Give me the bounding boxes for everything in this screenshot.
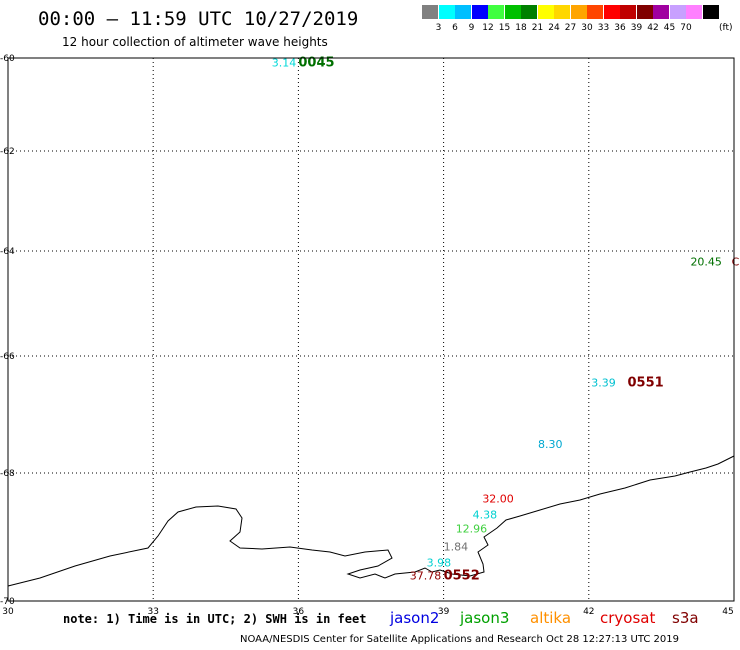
coastline xyxy=(7,455,735,587)
legend-swatch xyxy=(653,5,669,19)
legend-swatch xyxy=(669,5,686,19)
legend-swatch xyxy=(537,5,554,19)
satellite-altika: altika xyxy=(530,609,572,627)
legend-label: 36 xyxy=(614,23,626,33)
legend-label: 33 xyxy=(597,23,610,33)
wave-height-label: 3.14 xyxy=(272,57,297,70)
map-title: 00:00 – 11:59 UTC 10/27/2019 xyxy=(38,8,359,30)
legend-label: 3 xyxy=(435,23,442,33)
legend-swatch xyxy=(702,5,719,19)
wave-height-label: 4.38 xyxy=(473,509,498,522)
legend-label: 6 xyxy=(452,23,458,33)
satellite-jason3: jason3 xyxy=(460,609,510,627)
latitude-tick-label: -66 xyxy=(0,352,15,362)
legend-swatch xyxy=(488,5,504,19)
map-subtitle: 12 hour collection of altimeter wave hei… xyxy=(62,35,328,49)
longitude-tick-label: 30 xyxy=(2,607,14,617)
latitude-tick-label: -62 xyxy=(0,147,15,157)
legend-label: 42 xyxy=(647,23,659,33)
latitude-tick-label: -70 xyxy=(0,597,15,607)
observation-time-label: 0552 xyxy=(444,568,480,583)
wave-height-label: 37.78 xyxy=(410,569,442,582)
wave-height-label: 3.98 xyxy=(427,557,452,570)
legend-unit: (ft) xyxy=(719,23,733,33)
footnote: note: 1) Time is in UTC; 2) SWH is in fe… xyxy=(63,612,367,626)
wave-height-label: 8.30 xyxy=(538,438,563,451)
legend-swatch xyxy=(620,5,636,19)
legend-swatch xyxy=(455,5,471,19)
longitude-tick-label: 33 xyxy=(147,607,158,617)
longitude-tick-label: 39 xyxy=(438,607,450,617)
longitude-tick-label: 45 xyxy=(722,607,733,617)
latitude-tick-label: -60 xyxy=(0,54,15,64)
legend-swatch xyxy=(438,5,455,19)
wave-height-label: 3.39 xyxy=(591,376,616,389)
satellite-s3a: s3a xyxy=(672,609,699,627)
latitude-tick-label: -68 xyxy=(0,469,15,479)
longitude-tick-label: 42 xyxy=(583,607,594,617)
legend-swatch xyxy=(422,5,438,19)
legend-swatch xyxy=(587,5,603,19)
legend-label: 21 xyxy=(531,23,544,33)
longitude-tick-label: 36 xyxy=(293,607,305,617)
observation-time-label: 0551 xyxy=(628,375,664,390)
legend-swatch xyxy=(504,5,521,19)
legend-swatch xyxy=(636,5,653,19)
satellite-jason2: jason2 xyxy=(390,609,440,627)
observation-time-label: 0045 xyxy=(298,56,334,71)
legend-label: 45 xyxy=(663,23,676,33)
legend-swatch xyxy=(521,5,537,19)
legend-swatch xyxy=(570,5,587,19)
legend-swatch xyxy=(603,5,620,19)
legend-swatch xyxy=(471,5,488,19)
graticule: 30 33 36 39 42 45 -60 -62 -64 -66 -68 -70 xyxy=(0,54,734,617)
legend-label: 30 xyxy=(581,23,593,33)
legend-label: 39 xyxy=(630,23,643,33)
legend-label: 27 xyxy=(564,23,577,33)
wave-height-label: 32.00 xyxy=(482,493,514,506)
legend-label: 24 xyxy=(548,23,560,33)
legend-swatch xyxy=(554,5,570,19)
wave-height-label: 1.84 xyxy=(444,541,469,554)
credit-line: NOAA/NESDIS Center for Satellite Applica… xyxy=(240,634,679,645)
legend-swatch xyxy=(686,5,702,19)
wave-height-label: 20.45 xyxy=(690,256,722,269)
wave-height-label: C xyxy=(732,256,740,269)
legend-label: 9 xyxy=(468,23,475,33)
map-frame xyxy=(7,57,735,602)
legend-label: 15 xyxy=(498,23,511,33)
wave-height-label: 12.96 xyxy=(456,523,488,536)
latitude-tick-label: -64 xyxy=(0,247,15,257)
satellite-cryosat: cryosat xyxy=(600,609,656,627)
legend-label: 18 xyxy=(515,23,527,33)
legend-label: 70 xyxy=(680,23,692,33)
legend-label: 12 xyxy=(482,23,494,33)
observation-labels: 3.14 0045 20.45 C 3.39 0551 8.30 32.00 4.3812.96… xyxy=(272,56,740,584)
